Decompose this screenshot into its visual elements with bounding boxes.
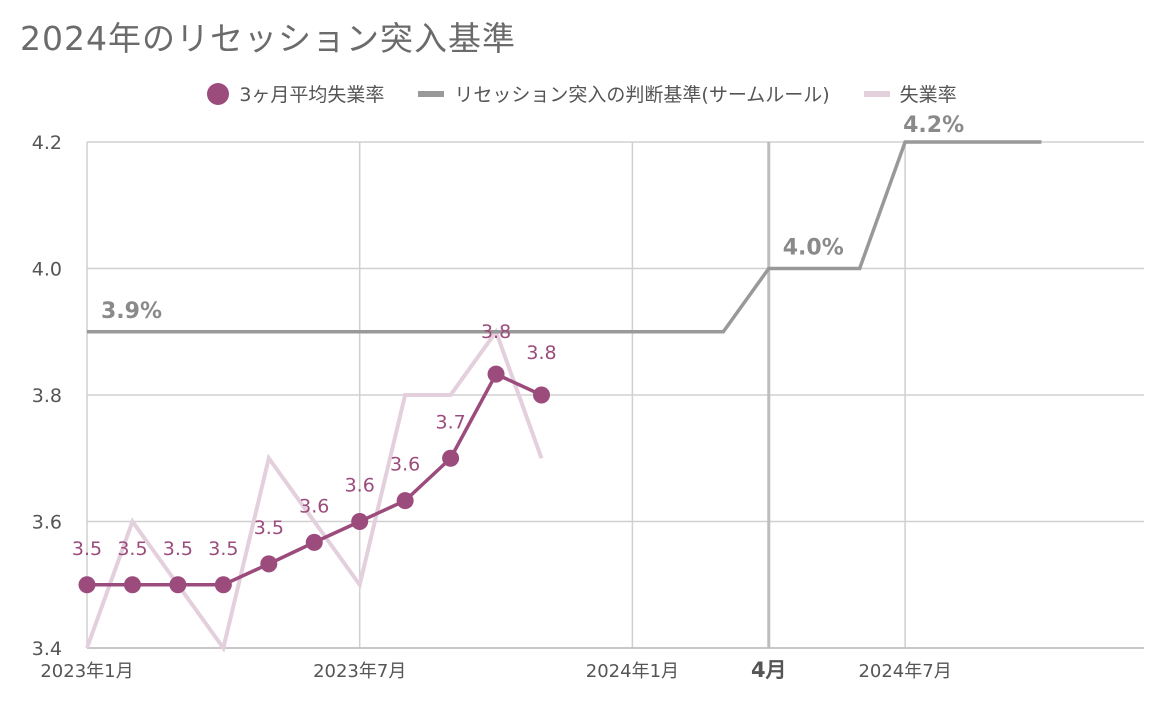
avg3m-data-label: 3.6 bbox=[299, 495, 329, 517]
legend-label-samrule: リセッション突入の判断基準(サームルール) bbox=[454, 84, 830, 106]
threshold-annotation: 4.2% bbox=[903, 113, 964, 138]
legend-marker-samrule bbox=[418, 90, 445, 97]
legend: 3ヶ月平均失業率 リセッション突入の判断基準(サームルール) 失業率 bbox=[0, 80, 1164, 107]
avg3m-data-label: 3.7 bbox=[435, 411, 465, 433]
x-tick-label: 2024年7月 bbox=[858, 661, 951, 682]
avg3m-data-label: 3.5 bbox=[208, 538, 238, 560]
avg3m-point bbox=[169, 576, 187, 594]
avg3m-point bbox=[78, 576, 96, 594]
avg3m-point bbox=[305, 533, 323, 551]
x-tick-label: 2023年1月 bbox=[40, 661, 133, 682]
avg3m-point bbox=[214, 576, 232, 594]
y-tick-label: 3.6 bbox=[32, 512, 62, 534]
avg3m-point bbox=[351, 513, 369, 530]
avg3m-point bbox=[533, 386, 550, 404]
chart-title: 2024年のリセッション突入基準 bbox=[20, 19, 516, 58]
y-tick-label: 3.8 bbox=[32, 385, 62, 407]
x-tick-label: 2023年7月 bbox=[313, 661, 406, 682]
legend-item-samrule[interactable]: リセッション突入の判断基準(サームルール) bbox=[418, 80, 830, 107]
avg3m-data-label: 3.6 bbox=[390, 454, 420, 476]
threshold-annotation: 4.0% bbox=[783, 236, 844, 261]
series-line-avg3m bbox=[87, 372, 543, 587]
y-tick-label: 4.2 bbox=[32, 132, 62, 154]
series-line-samrule bbox=[87, 140, 1042, 334]
legend-marker-rate bbox=[863, 90, 890, 97]
legend-item-rate[interactable]: 失業率 bbox=[863, 80, 957, 107]
avg3m-data-label: 3.5 bbox=[117, 538, 147, 560]
threshold-annotation: 3.9% bbox=[101, 299, 162, 324]
avg3m-data-label: 3.8 bbox=[481, 321, 511, 343]
y-tick-label: 3.4 bbox=[32, 638, 62, 660]
series-line-rate bbox=[85, 327, 544, 653]
legend-label-avg3m: 3ヶ月平均失業率 bbox=[239, 84, 385, 106]
avg3m-data-label: 3.5 bbox=[163, 538, 193, 560]
avg3m-point bbox=[442, 449, 460, 467]
y-tick-label: 4.0 bbox=[32, 259, 62, 281]
avg3m-point bbox=[260, 555, 278, 573]
avg3m-data-label: 3.6 bbox=[345, 475, 375, 497]
avg3m-point bbox=[487, 365, 505, 383]
avg3m-data-label: 3.5 bbox=[72, 538, 102, 560]
legend-label-rate: 失業率 bbox=[899, 84, 957, 106]
avg3m-point bbox=[123, 576, 141, 594]
legend-item-avg3m[interactable]: 3ヶ月平均失業率 bbox=[207, 80, 384, 107]
avg3m-data-label: 3.5 bbox=[254, 517, 284, 539]
x-tick-label: 2024年1月 bbox=[586, 661, 679, 682]
avg3m-point bbox=[396, 492, 414, 510]
x-tick-label: 4月 bbox=[751, 658, 787, 682]
avg3m-data-label: 3.8 bbox=[526, 342, 556, 364]
legend-marker-avg3m bbox=[207, 82, 230, 105]
